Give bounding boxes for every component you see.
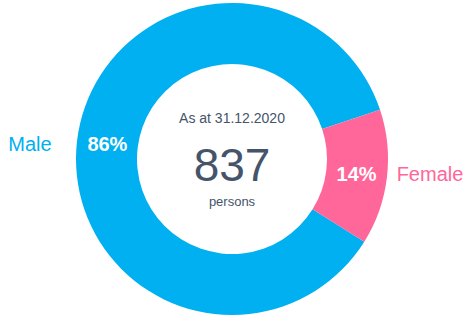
center-value: 837 <box>194 139 271 191</box>
category-label: Male <box>8 133 51 155</box>
data-label: 86% <box>87 133 127 155</box>
donut: 86% 14% Male Female As at 31.12.2020 837 perso… <box>8 3 463 315</box>
slice <box>313 110 388 242</box>
data-label: 14% <box>337 163 377 185</box>
category-label: Female <box>397 163 464 185</box>
subtitle: As at 31.12.2020 <box>179 110 285 126</box>
center-label: persons <box>209 194 256 209</box>
chart: 86% 14% Male Female As at 31.12.2020 837 perso… <box>0 0 472 317</box>
